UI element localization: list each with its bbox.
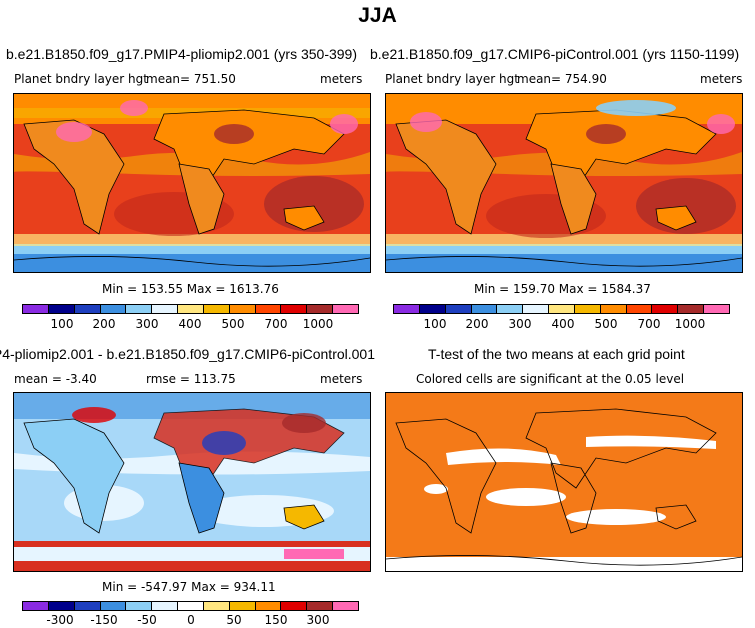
colorbar-swatch [332, 304, 359, 314]
panel-left-label-top-right: Planet bndry layer hgt [385, 72, 519, 86]
panel-title-bottom-right: T-test of the two means at each grid poi… [428, 346, 685, 362]
colorbar-swatch [306, 304, 334, 314]
colorbar-swatch [47, 601, 75, 611]
colorbar-tick: 700 [637, 317, 661, 331]
colorbar-tick: 500 [594, 317, 618, 331]
colorbar-swatch [573, 304, 601, 314]
panel-subtitle-bottom-right: Colored cells are significant at the 0.0… [416, 372, 685, 386]
colorbar-swatch [522, 304, 550, 314]
panel-units-label-top-right: meters [700, 72, 743, 86]
colorbar-swatch [73, 304, 101, 314]
colorbar-swatch [280, 304, 308, 314]
colorbar-swatch [228, 601, 256, 611]
colorbar-swatch [202, 601, 230, 611]
colorbar-tick: 1000 [302, 317, 334, 331]
colorbar-swatch [703, 304, 730, 314]
stats-top-right: Min = 159.70 Max = 1584.37 [474, 282, 651, 296]
stats-top-left: Min = 153.55 Max = 1613.76 [102, 282, 279, 296]
colorbar-bottom-left [22, 601, 359, 611]
colorbar-swatch [548, 304, 575, 314]
colorbar-swatch [151, 601, 179, 611]
colorbar-tick: 0 [187, 613, 195, 627]
colorbar-swatch [47, 304, 75, 314]
colorbar-tick: 700 [264, 317, 288, 331]
map-field-bottom-left [14, 393, 370, 571]
panel-title-top-right: b.e21.B1850.f09_g17.CMIP6-piControl.001 … [370, 46, 740, 62]
colorbar-swatch [125, 601, 153, 611]
colorbar-swatch [625, 304, 653, 314]
colorbar-swatch [651, 304, 679, 314]
colorbar-swatch [280, 601, 308, 611]
colorbar-swatch [202, 304, 230, 314]
colorbar-swatch [306, 601, 334, 611]
map-panel-bottom-left [13, 392, 371, 572]
diff-title-text: b.e21.B1850.f09_g17.PMIP4-pliomip2.001 -… [0, 346, 375, 362]
colorbar-swatch [418, 304, 446, 314]
colorbar-swatch [444, 304, 472, 314]
colorbar-swatch [125, 304, 153, 314]
panel-left-label-top-left: Planet bndry layer hgt [14, 72, 148, 86]
colorbar-tick: 50 [226, 613, 242, 627]
panel-title-bottom-left: b.e21.B1850.f09_g17.PMIP4-pliomip2.001 -… [0, 346, 375, 362]
colorbar-swatch [677, 304, 705, 314]
colorbar-swatch [228, 304, 256, 314]
colorbar-tick: 400 [178, 317, 202, 331]
panel-center-label-top-right: mean= 754.90 [517, 72, 607, 86]
panel-mean-label-bottom-left: mean = -3.40 [14, 372, 97, 386]
colorbar-swatch [22, 304, 49, 314]
panel-rmse-label-bottom-left: rmse = 113.75 [146, 372, 236, 386]
panel-units-label-bottom-left: meters [320, 372, 363, 386]
colorbar-swatch [496, 304, 524, 314]
map-panel-top-left [13, 93, 371, 273]
map-panel-bottom-right [385, 392, 743, 572]
colorbar-tick: 300 [306, 613, 330, 627]
map-field-top-right [386, 94, 742, 272]
figure-title: JJA [358, 4, 397, 27]
panel-title-top-left: b.e21.B1850.f09_g17.PMIP4-pliomip2.001 (… [6, 46, 357, 62]
panel-units-label-top-left: meters [320, 72, 363, 86]
colorbar-tick: 100 [50, 317, 74, 331]
colorbar-swatch [393, 304, 420, 314]
colorbar-top-left [22, 304, 359, 314]
colorbar-swatch [599, 304, 627, 314]
map-field-bottom-right [386, 393, 742, 571]
colorbar-tick: 100 [423, 317, 447, 331]
colorbar-swatch [254, 601, 282, 611]
colorbar-tick: 200 [92, 317, 116, 331]
colorbar-tick: -300 [46, 613, 74, 627]
colorbar-tick: 200 [465, 317, 489, 331]
colorbar-tick: 300 [508, 317, 532, 331]
colorbar-tick: 500 [221, 317, 245, 331]
colorbar-swatch [332, 601, 359, 611]
map-field-top-left [14, 94, 370, 272]
colorbar-tick: -150 [90, 613, 118, 627]
colorbar-top-right [393, 304, 730, 314]
colorbar-swatch [177, 601, 204, 611]
colorbar-swatch [254, 304, 282, 314]
colorbar-tick: -50 [137, 613, 157, 627]
colorbar-tick: 150 [264, 613, 288, 627]
colorbar-swatch [151, 304, 179, 314]
colorbar-tick: 1000 [674, 317, 706, 331]
colorbar-swatch [99, 304, 127, 314]
map-panel-top-right [385, 93, 743, 273]
colorbar-tick: 300 [135, 317, 159, 331]
colorbar-swatch [177, 304, 204, 314]
stats-bottom-left: Min = -547.97 Max = 934.11 [102, 580, 276, 594]
panel-center-label-top-left: mean= 751.50 [146, 72, 236, 86]
colorbar-tick: 400 [551, 317, 575, 331]
colorbar-swatch [22, 601, 49, 611]
colorbar-swatch [470, 304, 498, 314]
colorbar-swatch [99, 601, 127, 611]
colorbar-swatch [73, 601, 101, 611]
